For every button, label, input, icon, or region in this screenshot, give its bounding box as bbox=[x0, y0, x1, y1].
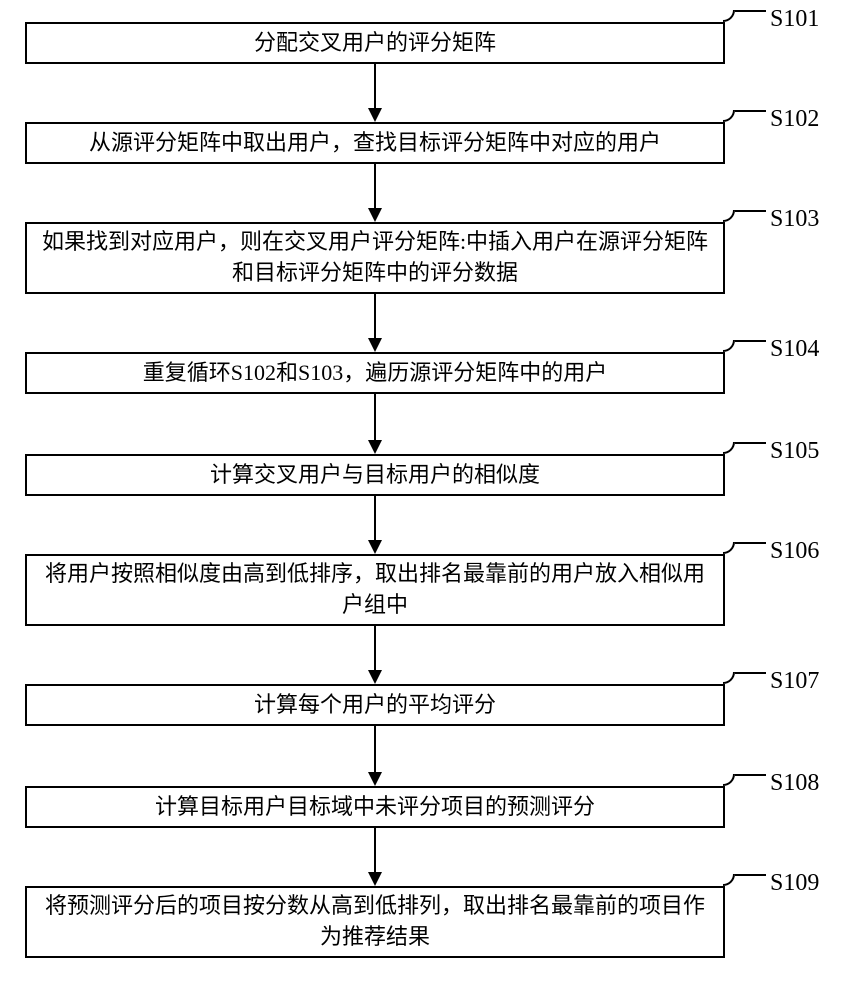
arrow-head bbox=[368, 338, 382, 352]
leader-curve bbox=[723, 672, 735, 684]
leader-curve bbox=[723, 874, 735, 886]
step-label-s107: S107 bbox=[770, 668, 819, 695]
step-box-s109: 将预测评分后的项目按分数从高到低排列，取出排名最靠前的项目作为推荐结果 bbox=[25, 886, 725, 958]
step-text: 计算目标用户目标域中未评分项目的预测评分 bbox=[155, 792, 595, 823]
leader-curve bbox=[723, 340, 735, 352]
step-text: 分配交叉用户的评分矩阵 bbox=[254, 28, 496, 59]
arrow-head bbox=[368, 440, 382, 454]
step-text: 如果找到对应用户，则在交叉用户评分矩阵:中插入用户在源评分矩阵和目标评分矩阵中的… bbox=[37, 227, 713, 289]
step-label-s106: S106 bbox=[770, 538, 819, 565]
step-box-s102: 从源评分矩阵中取出用户，查找目标评分矩阵中对应的用户 bbox=[25, 122, 725, 164]
leader-line bbox=[735, 210, 766, 212]
step-label-s109: S109 bbox=[770, 870, 819, 897]
arrow-line bbox=[374, 164, 376, 208]
flowchart-canvas: 分配交叉用户的评分矩阵 S101 从源评分矩阵中取出用户，查找目标评分矩阵中对应的用… bbox=[0, 0, 845, 1000]
step-label-s101: S101 bbox=[770, 6, 819, 33]
step-box-s103: 如果找到对应用户，则在交叉用户评分矩阵:中插入用户在源评分矩阵和目标评分矩阵中的… bbox=[25, 222, 725, 294]
leader-line bbox=[735, 672, 766, 674]
step-box-s107: 计算每个用户的平均评分 bbox=[25, 684, 725, 726]
arrow-head bbox=[368, 540, 382, 554]
step-box-s106: 将用户按照相似度由高到低排序，取出排名最靠前的用户放入相似用户组中 bbox=[25, 554, 725, 626]
arrow-line bbox=[374, 294, 376, 338]
step-text: 从源评分矩阵中取出用户，查找目标评分矩阵中对应的用户 bbox=[89, 128, 661, 159]
step-label-s104: S104 bbox=[770, 336, 819, 363]
arrow-line bbox=[374, 726, 376, 772]
step-text: 将用户按照相似度由高到低排序，取出排名最靠前的用户放入相似用户组中 bbox=[37, 559, 713, 621]
leader-line bbox=[735, 874, 766, 876]
step-box-s104: 重复循环S102和S103，遍历源评分矩阵中的用户 bbox=[25, 352, 725, 394]
leader-curve bbox=[723, 110, 735, 122]
step-label-s102: S102 bbox=[770, 106, 819, 133]
arrow-head bbox=[368, 108, 382, 122]
leader-curve bbox=[723, 442, 735, 454]
step-text: 将预测评分后的项目按分数从高到低排列，取出排名最靠前的项目作为推荐结果 bbox=[37, 891, 713, 953]
step-box-s108: 计算目标用户目标域中未评分项目的预测评分 bbox=[25, 786, 725, 828]
leader-curve bbox=[723, 210, 735, 222]
arrow-line bbox=[374, 64, 376, 108]
step-label-s105: S105 bbox=[770, 438, 819, 465]
leader-line bbox=[735, 10, 766, 12]
leader-line bbox=[735, 774, 766, 776]
arrow-head bbox=[368, 670, 382, 684]
leader-line bbox=[735, 542, 766, 544]
arrow-line bbox=[374, 496, 376, 540]
leader-curve bbox=[723, 10, 735, 22]
step-box-s105: 计算交叉用户与目标用户的相似度 bbox=[25, 454, 725, 496]
leader-line bbox=[735, 110, 766, 112]
leader-line bbox=[735, 442, 766, 444]
leader-line bbox=[735, 340, 766, 342]
arrow-line bbox=[374, 626, 376, 670]
arrow-head bbox=[368, 208, 382, 222]
step-text: 重复循环S102和S103，遍历源评分矩阵中的用户 bbox=[143, 358, 607, 389]
leader-curve bbox=[723, 774, 735, 786]
step-box-s101: 分配交叉用户的评分矩阵 bbox=[25, 22, 725, 64]
step-label-s108: S108 bbox=[770, 770, 819, 797]
step-text: 计算每个用户的平均评分 bbox=[254, 690, 496, 721]
step-text: 计算交叉用户与目标用户的相似度 bbox=[210, 460, 540, 491]
step-label-s103: S103 bbox=[770, 206, 819, 233]
arrow-head bbox=[368, 872, 382, 886]
arrow-line bbox=[374, 394, 376, 440]
arrow-head bbox=[368, 772, 382, 786]
leader-curve bbox=[723, 542, 735, 554]
arrow-line bbox=[374, 828, 376, 872]
